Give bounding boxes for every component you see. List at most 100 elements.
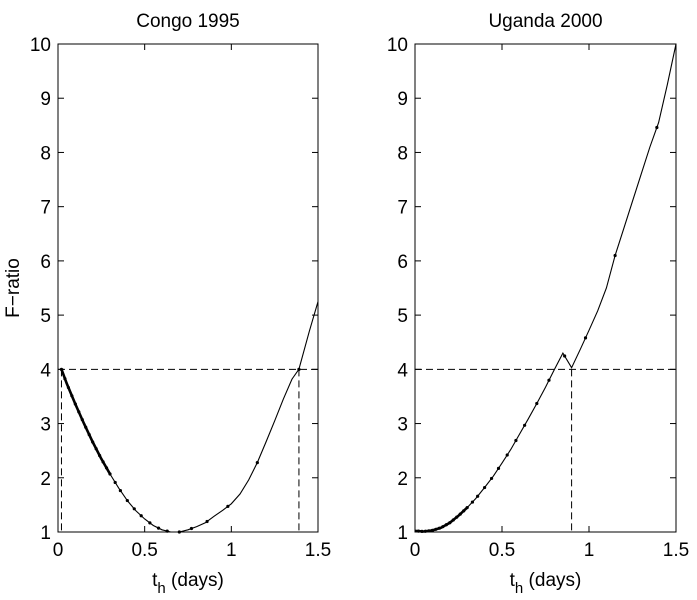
y-tick-label: 5 bbox=[397, 306, 408, 327]
y-tick-label: 9 bbox=[397, 89, 408, 110]
y-tick-label: 8 bbox=[397, 143, 408, 164]
series-line-dense bbox=[414, 506, 469, 533]
x-tick-label: 1.5 bbox=[305, 540, 331, 561]
y-tick-label: 2 bbox=[40, 469, 51, 490]
y-tick-label: 1 bbox=[40, 523, 51, 544]
data-point bbox=[514, 438, 518, 443]
data-point bbox=[226, 504, 230, 509]
x-tick-label: 0.5 bbox=[131, 540, 157, 561]
y-tick-label: 4 bbox=[397, 360, 408, 381]
data-point bbox=[77, 410, 81, 414]
y-tick-label: 8 bbox=[40, 143, 51, 164]
y-tick-label: 1 bbox=[397, 523, 408, 544]
chart-title: Uganda 2000 bbox=[488, 11, 602, 32]
data-point bbox=[416, 529, 421, 533]
series-line bbox=[60, 301, 319, 533]
data-point bbox=[91, 440, 95, 444]
data-point bbox=[420, 529, 424, 533]
data-point bbox=[189, 526, 194, 531]
data-point bbox=[476, 494, 480, 498]
data-point bbox=[297, 367, 301, 371]
data-point bbox=[148, 521, 152, 525]
data-point bbox=[84, 425, 88, 429]
data-point bbox=[255, 460, 259, 465]
data-point bbox=[73, 402, 77, 406]
data-point bbox=[458, 512, 462, 516]
chart-panel-1: 1 2 3 4 5 6 7 8 9 10 0 0.5 1 1.5 Congo 1995 th (days) F−… bbox=[3, 11, 331, 597]
axes-frame bbox=[414, 43, 677, 533]
y-tick-label: 3 bbox=[397, 415, 408, 436]
y-tick-label: 10 bbox=[387, 35, 408, 56]
data-point bbox=[59, 367, 64, 371]
data-point bbox=[547, 378, 551, 382]
x-tick-label: 0 bbox=[53, 540, 64, 561]
x-tick-label: 1.5 bbox=[663, 540, 689, 561]
y-tick-label: 7 bbox=[40, 198, 51, 219]
data-point bbox=[483, 485, 487, 490]
x-axis-label: th (days) bbox=[510, 570, 582, 597]
x-axis-label-sub: h bbox=[515, 580, 523, 597]
y-tick-label: 7 bbox=[397, 198, 408, 219]
data-point bbox=[535, 401, 539, 406]
data-point bbox=[63, 377, 67, 381]
data-point bbox=[427, 529, 431, 533]
data-point bbox=[448, 521, 452, 525]
data-point bbox=[139, 514, 143, 518]
y-tick-label: 2 bbox=[397, 469, 408, 490]
x-tick-label: 1 bbox=[226, 540, 237, 561]
x-axis-label-main: t bbox=[510, 570, 516, 591]
y-tick-label: 3 bbox=[40, 415, 51, 436]
chart-panel-2: 1 2 3 4 5 6 7 8 9 10 0 0.5 1 1.5 Uganda 2000 th (days) bbox=[387, 11, 689, 597]
y-tick-label: 9 bbox=[40, 89, 51, 110]
data-point bbox=[66, 385, 70, 390]
x-axis-label-rest: (days) bbox=[523, 570, 581, 591]
data-point bbox=[94, 447, 98, 451]
data-point bbox=[455, 515, 459, 519]
data-point bbox=[177, 530, 181, 534]
data-point bbox=[104, 466, 109, 470]
y-tick-label: 6 bbox=[40, 252, 51, 273]
x-tick-label: 0.5 bbox=[489, 540, 515, 561]
data-point bbox=[451, 518, 455, 522]
data-point bbox=[205, 519, 209, 524]
data-point bbox=[583, 336, 588, 340]
x-axis-label-sub: h bbox=[157, 580, 165, 597]
y-tick-label: 10 bbox=[30, 35, 51, 56]
chart-title: Congo 1995 bbox=[136, 11, 240, 32]
data-point bbox=[165, 529, 169, 533]
data-point bbox=[505, 453, 509, 457]
data-point bbox=[113, 480, 117, 485]
data-point bbox=[496, 466, 501, 470]
data-point bbox=[489, 476, 494, 481]
data-point bbox=[523, 423, 527, 427]
data-point bbox=[80, 418, 84, 422]
data-point bbox=[563, 354, 567, 358]
data-point bbox=[470, 500, 475, 504]
x-axis-label: th (days) bbox=[152, 570, 224, 597]
y-tick-label: 4 bbox=[40, 360, 51, 381]
data-point bbox=[108, 472, 112, 476]
x-axis-label-main: t bbox=[152, 570, 158, 591]
data-point bbox=[423, 529, 428, 533]
y-tick-label: 6 bbox=[397, 252, 408, 273]
data-point bbox=[441, 525, 445, 529]
y-tick-label: 5 bbox=[40, 306, 51, 327]
data-point bbox=[444, 523, 448, 527]
data-point bbox=[430, 528, 434, 532]
data-point bbox=[437, 526, 441, 530]
x-axis-label-rest: (days) bbox=[166, 570, 224, 591]
data-point bbox=[125, 498, 129, 503]
data-point bbox=[156, 526, 161, 530]
data-point bbox=[465, 506, 469, 510]
data-point bbox=[613, 253, 617, 258]
x-tick-label: 0 bbox=[410, 540, 421, 561]
data-point bbox=[118, 488, 122, 493]
data-point bbox=[87, 433, 91, 437]
data-point bbox=[655, 125, 659, 130]
series-line bbox=[414, 43, 677, 533]
data-point bbox=[98, 453, 102, 458]
data-point bbox=[132, 507, 136, 511]
series-line-dense bbox=[60, 368, 112, 475]
data-point bbox=[70, 394, 74, 398]
